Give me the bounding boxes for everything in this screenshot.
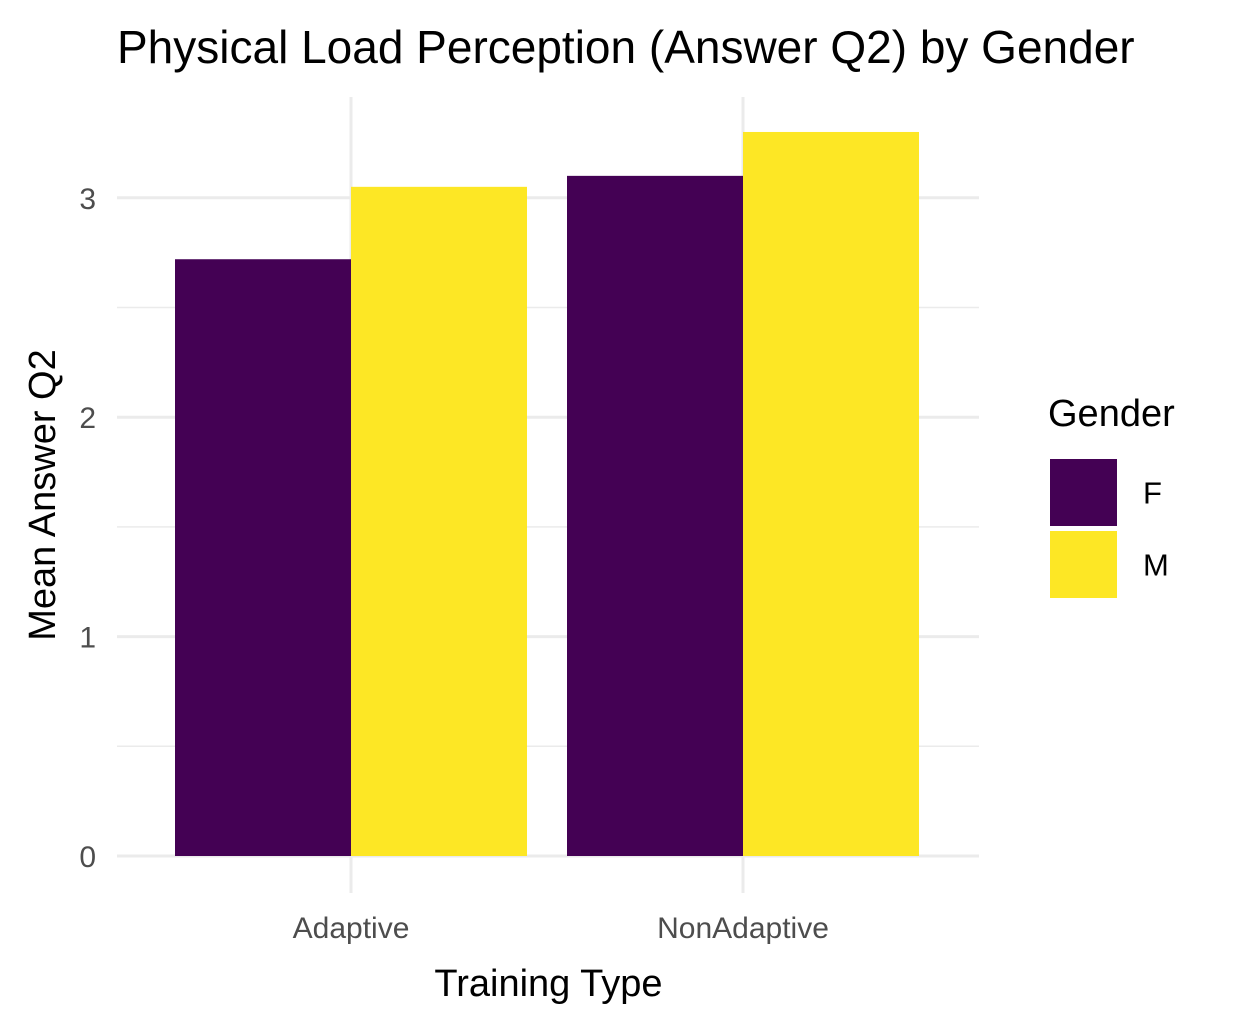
bar-adaptive-m <box>351 186 527 856</box>
bar-adaptive-f <box>175 259 351 856</box>
x-tick-label: NonAdaptive <box>657 912 829 945</box>
y-tick-label: 3 <box>79 183 96 216</box>
legend-title: Gender <box>1048 393 1175 435</box>
y-tick-label: 2 <box>79 402 96 435</box>
legend-label: M <box>1143 548 1169 583</box>
y-tick-label: 0 <box>79 841 96 874</box>
x-axis-title: Training Type <box>434 963 662 1005</box>
bar-nonadaptive-f <box>567 175 743 857</box>
legend-key-f <box>1050 459 1117 526</box>
y-tick-label: 1 <box>79 622 96 655</box>
bar-nonadaptive-m <box>743 131 919 857</box>
x-tick-label: Adaptive <box>293 912 410 945</box>
y-axis-title: Mean Answer Q2 <box>22 349 64 640</box>
legend-label: F <box>1143 476 1162 511</box>
legend-key-m <box>1050 531 1117 598</box>
legend: Gender F M <box>1048 393 1175 598</box>
chart-title: Physical Load Perception (Answer Q2) by … <box>117 21 1135 73</box>
plot-area: 0 1 2 3 Adaptive NonAdaptive <box>79 97 979 945</box>
